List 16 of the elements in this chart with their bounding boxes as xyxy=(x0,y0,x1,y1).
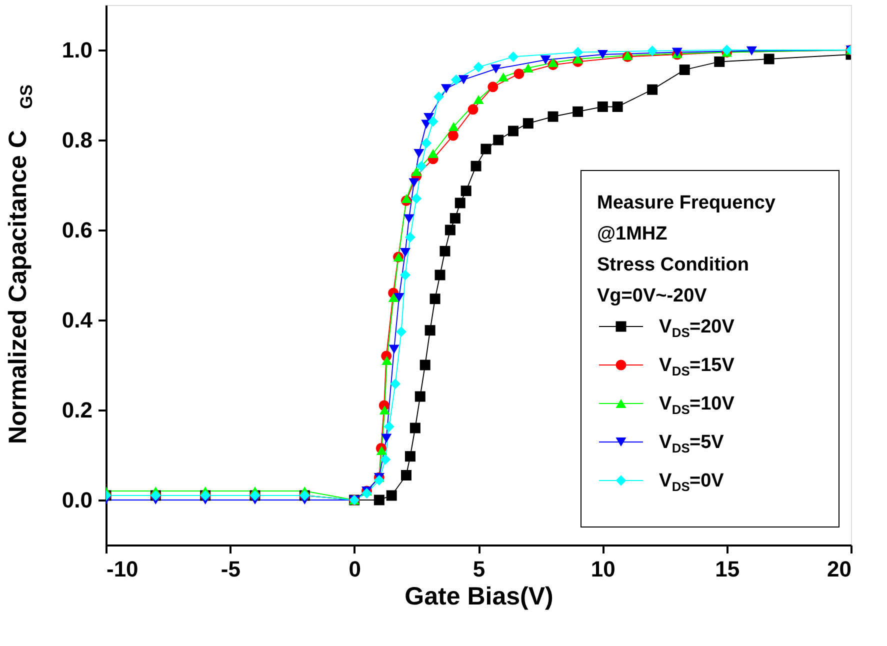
x-tick-label: 5 xyxy=(472,556,486,582)
y-tick-label: 0.0 xyxy=(62,488,92,512)
y-tick-label: 0.6 xyxy=(62,218,92,242)
y-tick-label: 1.0 xyxy=(62,38,92,62)
legend-title: Measure Frequency @1MHZ Stress Condition Vg=0V~-20V xyxy=(597,192,776,306)
y-axis-title: Normalized Capacitance CGS xyxy=(4,84,36,444)
x-tick-label: 0 xyxy=(348,556,361,582)
y-tick-label: 0.4 xyxy=(62,308,94,332)
y-tick-label: 0.2 xyxy=(62,398,92,422)
x-tick-label: -10 xyxy=(106,556,138,582)
x-tick-label: 15 xyxy=(715,556,740,582)
x-tick-label: 10 xyxy=(590,556,616,582)
x-axis-title: Gate Bias(V) xyxy=(404,582,554,610)
x-tick-label: -5 xyxy=(220,556,240,582)
x-tick-label: 20 xyxy=(827,556,852,582)
y-tick-label: 0.8 xyxy=(62,128,92,152)
